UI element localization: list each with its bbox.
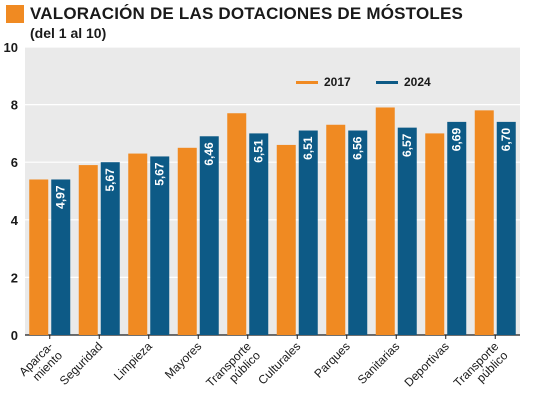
bar-2017 <box>425 133 445 335</box>
bar-2024-value-label: 6,51 <box>252 139 266 163</box>
x-category-label: Mayores <box>162 339 204 381</box>
x-category-label-line: Culturales <box>255 339 303 387</box>
bar-2024 <box>249 133 269 335</box>
chart-subtitle: (del 1 al 10) <box>30 25 107 41</box>
x-category-label: Culturales <box>255 339 303 387</box>
bar-2024-value-label: 5,67 <box>103 168 117 192</box>
x-category-label: Limpieza <box>111 339 155 383</box>
bar-2024 <box>447 121 467 335</box>
x-category-label-line: Limpieza <box>111 339 155 383</box>
bar-2024-value-label: 6,69 <box>450 128 464 152</box>
x-category-label: Sanitarias <box>355 339 403 387</box>
x-category-label: Transportepúblico <box>451 339 511 399</box>
title-square-icon <box>6 5 24 23</box>
bar-2024 <box>496 121 516 335</box>
x-category-label: Deportivas <box>401 339 451 389</box>
x-category-label-line: Mayores <box>162 339 204 381</box>
bar-2024 <box>150 156 170 335</box>
y-tick-label: 8 <box>11 98 18 113</box>
bar-2017 <box>474 110 494 335</box>
x-category-label: Transportepúblico <box>203 339 263 399</box>
bar-2024-value-label: 5,67 <box>153 162 167 186</box>
bar-2017 <box>128 153 148 335</box>
legend-label-2017: 2017 <box>324 75 351 89</box>
bar-2024 <box>397 127 417 335</box>
bar-2017 <box>78 165 98 335</box>
bar-2024 <box>348 130 368 335</box>
legend-swatch-2024 <box>376 81 398 84</box>
y-tick-label: 6 <box>11 155 18 170</box>
x-category-label: Seguridad <box>57 339 106 388</box>
bar-2017 <box>375 107 395 335</box>
x-category-label-line: Sanitarias <box>355 339 403 387</box>
bar-2024-value-label: 6,57 <box>400 133 414 157</box>
bar-2024-value-label: 6,51 <box>301 136 315 160</box>
bar-2024-value-label: 4,97 <box>54 185 68 209</box>
bar-2017 <box>29 179 49 335</box>
bar-2017 <box>177 147 197 335</box>
bar-2024 <box>199 136 219 335</box>
bar-2017 <box>326 124 346 335</box>
y-tick-label: 4 <box>11 213 19 228</box>
legend-swatch-2017 <box>296 81 318 84</box>
bar-2024 <box>100 162 120 335</box>
x-category-label-line: Deportivas <box>401 339 451 389</box>
x-category-label: Parques <box>311 339 353 381</box>
y-tick-label: 0 <box>11 328 18 343</box>
bar-2024 <box>298 130 318 335</box>
y-tick-label: 10 <box>4 40 18 55</box>
x-category-label-line: Seguridad <box>57 339 106 388</box>
title-block: VALORACIÓN DE LAS DOTACIONES DE MÓSTOLES… <box>6 4 463 41</box>
x-category-label-line: Parques <box>311 339 353 381</box>
x-category-label: Aparca-miento <box>16 339 65 388</box>
bar-2017 <box>227 113 247 336</box>
chart-title: VALORACIÓN DE LAS DOTACIONES DE MÓSTOLES <box>30 4 464 23</box>
bar-2017 <box>276 144 296 335</box>
plot-background <box>25 47 520 335</box>
title-row: VALORACIÓN DE LAS DOTACIONES DE MÓSTOLES <box>6 4 463 24</box>
bar-2024-value-label: 6,56 <box>351 136 365 160</box>
bar-2024 <box>51 179 71 335</box>
bar-2024-value-label: 6,70 <box>499 128 513 152</box>
legend-label-2024: 2024 <box>404 75 431 89</box>
bar-2024-value-label: 6,46 <box>202 142 216 166</box>
y-tick-label: 2 <box>11 270 18 285</box>
